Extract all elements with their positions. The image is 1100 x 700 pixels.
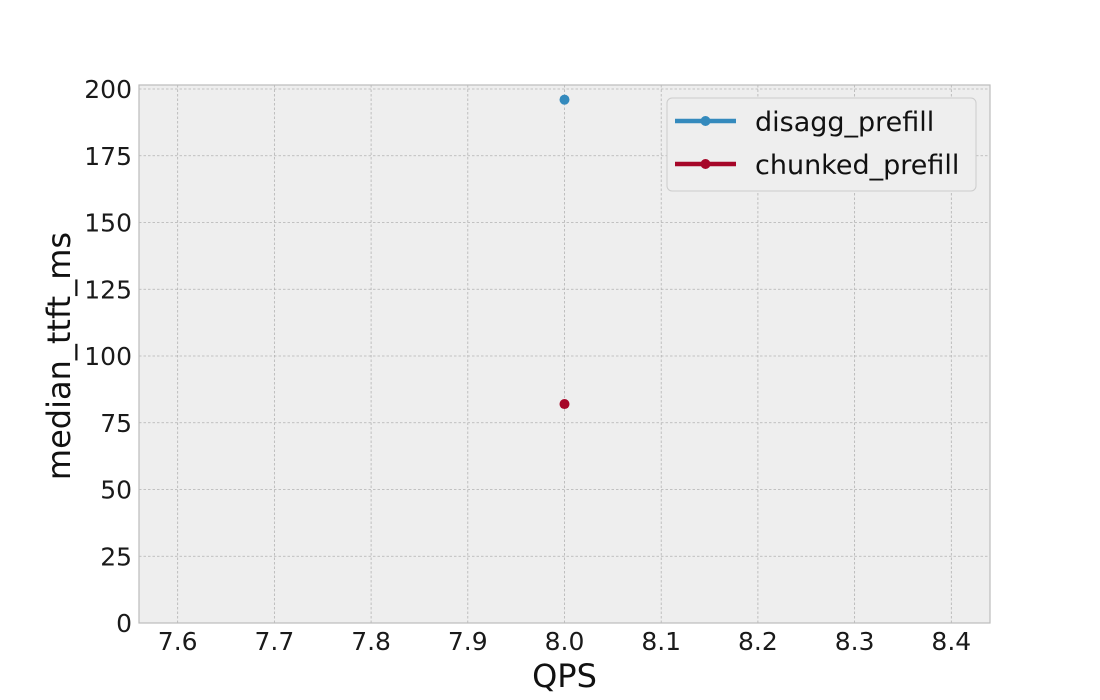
legend-swatch-marker: [700, 159, 711, 169]
x-tick-label: 7.8: [351, 627, 391, 656]
plot-frame: [138, 84, 991, 624]
data-point: [559, 399, 570, 410]
y-tick-label: 150: [84, 209, 132, 238]
y-axis-label: median_ttft_ms: [40, 232, 78, 480]
y-tick-label: 125: [84, 275, 132, 304]
x-axis-label: QPS: [532, 657, 597, 695]
x-tick-label: 8.2: [738, 627, 778, 656]
y-tick-label: 175: [84, 142, 132, 171]
y-tick-label: 75: [100, 409, 132, 438]
x-tick-label: 8.1: [641, 627, 681, 656]
legend-entry-label: disagg_prefill: [755, 107, 934, 138]
legend-box: [666, 97, 977, 192]
legend-swatch-marker: [700, 116, 711, 126]
y-tick-label: 200: [84, 75, 132, 104]
x-tick-labels: 7.6 7.7 7.8 7.9 8.0 8.1 8.2 8.3 8.4: [158, 627, 971, 656]
series-points: [559, 94, 570, 410]
y-tick-label: 25: [100, 542, 132, 571]
legend: disagg_prefill chunked_prefill: [666, 97, 977, 192]
y-tick-labels: 0 25 50 75 100 125 150 175 200: [84, 75, 132, 638]
y-tick-label: 0: [116, 609, 132, 638]
data-point: [559, 94, 570, 105]
x-tick-label: 8.3: [835, 627, 875, 656]
x-tick-label: 7.9: [448, 627, 488, 656]
y-tick-label: 100: [84, 342, 132, 371]
y-tick-label: 50: [100, 476, 132, 505]
x-tick-label: 8.0: [545, 627, 585, 656]
x-tick-label: 8.4: [931, 627, 971, 656]
legend-entry-label: chunked_prefill: [755, 150, 959, 181]
x-tick-label: 7.6: [158, 627, 198, 656]
x-tick-label: 7.7: [255, 627, 295, 656]
